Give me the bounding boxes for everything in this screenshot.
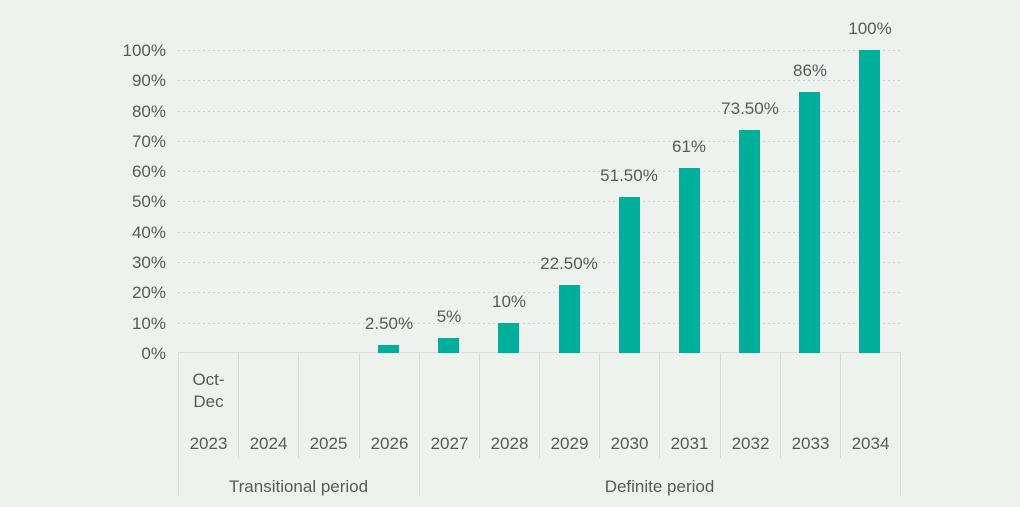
- y-axis-tick-label: 50%: [131, 192, 166, 211]
- bar-2028: [498, 323, 519, 353]
- y-gridline: [178, 80, 900, 81]
- bar-2031: [679, 168, 700, 353]
- y-gridline: [178, 292, 900, 293]
- year-divider: [238, 353, 239, 458]
- y-gridline: [178, 171, 900, 172]
- x-axis-year-label: 2032: [731, 434, 770, 453]
- x-axis-year-label: 2026: [370, 434, 409, 453]
- x-axis-year-label: 2030: [610, 434, 649, 453]
- bar-2026: [378, 345, 399, 353]
- y-axis-tick-label: 90%: [131, 71, 166, 90]
- year-divider: [359, 353, 360, 458]
- x-axis-year-label: 2023: [189, 434, 228, 453]
- year-divider: [539, 353, 540, 458]
- bar-2027: [438, 338, 459, 353]
- y-gridline: [178, 111, 900, 112]
- y-axis-tick-label: 80%: [131, 102, 166, 121]
- x-axis-year-label: 2033: [791, 434, 830, 453]
- year-divider: [298, 353, 299, 458]
- x-axis-year-label: 2028: [490, 434, 529, 453]
- bar-value-label: 2.50%: [364, 314, 414, 333]
- bar-value-label: 61%: [671, 137, 707, 156]
- x-axis-year-label: 2027: [430, 434, 469, 453]
- bar-value-label: 22.50%: [540, 254, 598, 273]
- x-axis-year-label: 2029: [550, 434, 589, 453]
- year-divider: [720, 353, 721, 458]
- bar-2034: [859, 50, 880, 353]
- x-axis-note-line: Dec: [193, 392, 224, 411]
- bar-value-label: 10%: [491, 292, 527, 311]
- bar-2032: [739, 130, 760, 353]
- period-group-label: Transitional period: [228, 477, 369, 496]
- bar-2033: [799, 92, 820, 353]
- bar-value-label: 100%: [848, 19, 892, 38]
- y-gridline: [178, 262, 900, 263]
- bar-value-label: 51.50%: [600, 166, 658, 185]
- x-axis-year-label: 2034: [851, 434, 890, 453]
- axis-left-border: [178, 353, 179, 496]
- x-axis-note-line: Oct-: [192, 370, 225, 389]
- year-divider: [599, 353, 600, 458]
- y-axis-tick-label: 0%: [141, 344, 166, 363]
- x-axis-baseline: [178, 352, 901, 353]
- y-gridline: [178, 50, 900, 51]
- bar-2029: [559, 285, 580, 353]
- y-gridline: [178, 323, 900, 324]
- bar-value-label: 5%: [436, 307, 462, 326]
- year-divider: [840, 353, 841, 458]
- y-axis-tick-label: 30%: [131, 253, 166, 272]
- y-gridline: [178, 201, 900, 202]
- period-group-label: Definite period: [604, 477, 715, 496]
- y-axis-tick-label: 40%: [131, 223, 166, 242]
- x-axis-year-label: 2025: [309, 434, 348, 453]
- x-axis-year-label: 2031: [670, 434, 709, 453]
- bar-value-label: 73.50%: [721, 99, 779, 118]
- axis-right-border: [900, 353, 901, 496]
- y-gridline: [178, 232, 900, 233]
- year-divider: [780, 353, 781, 458]
- period-divider: [419, 353, 420, 496]
- year-divider: [479, 353, 480, 458]
- y-axis-tick-label: 100%: [122, 41, 166, 60]
- bar-value-label: 86%: [792, 61, 828, 80]
- y-axis-tick-label: 20%: [131, 283, 166, 302]
- year-divider: [659, 353, 660, 458]
- y-axis-tick-label: 70%: [131, 132, 166, 151]
- x-axis-year-label: 2024: [249, 434, 288, 453]
- y-gridline: [178, 141, 900, 142]
- bar-2030: [619, 197, 640, 353]
- y-axis-tick-label: 60%: [131, 162, 166, 181]
- y-axis-tick-label: 10%: [131, 314, 166, 333]
